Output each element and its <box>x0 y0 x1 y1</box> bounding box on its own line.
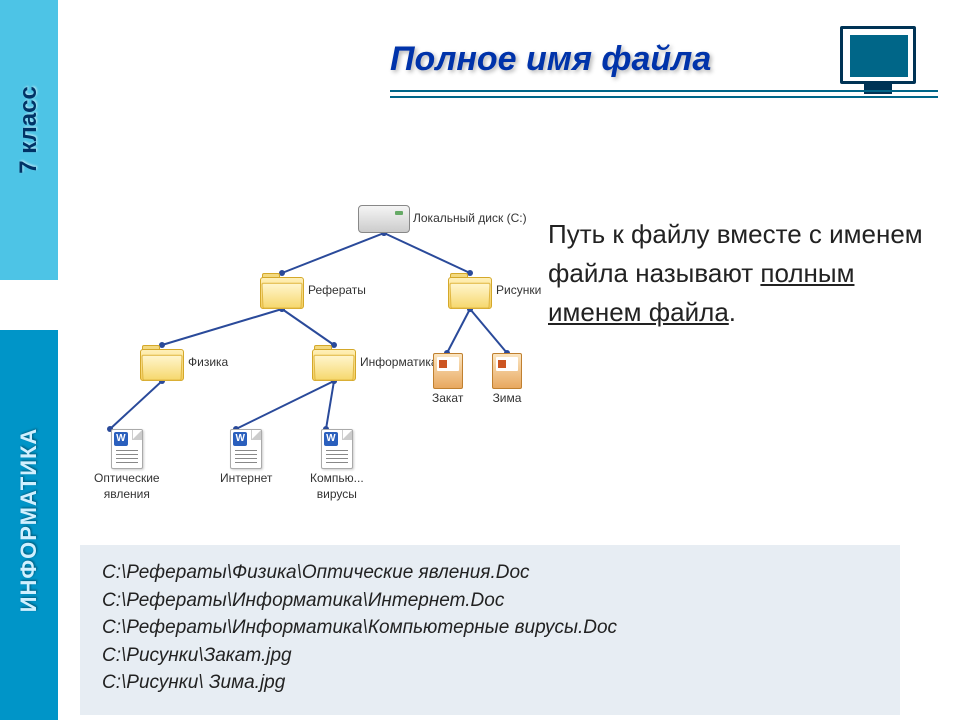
page-title: Полное имя файла <box>390 40 711 79</box>
image-icon <box>492 353 522 389</box>
path-line-3: C:\Рисунки\Закат.jpg <box>102 642 878 670</box>
tree-node-ris: Рисунки <box>448 273 492 309</box>
node-label: Рисунки <box>496 283 541 297</box>
sidebar: 7 класс ИНФОРМАТИКА <box>0 0 58 720</box>
title-underline-2 <box>390 96 938 98</box>
file-tree-diagram: Локальный диск (C:) Рефераты Рисунки Физика… <box>80 195 530 535</box>
doc-icon: W <box>321 429 353 469</box>
node-label: Рефераты <box>308 283 366 297</box>
explanation-text: Путь к файлу вместе с именем файла назыв… <box>548 215 938 332</box>
tree-node-disk: Локальный диск (C:) <box>358 205 410 233</box>
sidebar-label-grade: 7 класс <box>15 86 43 174</box>
tree-node-ref: Рефераты <box>260 273 304 309</box>
tree-node-inf: Информатика <box>312 345 356 381</box>
computer-icon <box>840 26 918 94</box>
path-line-2: C:\Рефераты\Информатика\Компьютерные вир… <box>102 614 878 642</box>
paths-list: C:\Рефераты\Физика\Оптические явления.Do… <box>80 545 900 715</box>
disk-icon: Локальный диск (C:) <box>358 205 410 233</box>
path-line-4: C:\Рисунки\ Зима.jpg <box>102 669 878 697</box>
explain-post: . <box>729 297 736 327</box>
doc-icon: W <box>230 429 262 469</box>
tree-node-int: W Интернет <box>220 429 272 485</box>
explain-pre: Путь к файлу вместе с именем файла назыв… <box>548 219 923 288</box>
sidebar-label-subject: ИНФОРМАТИКА <box>16 428 42 613</box>
folder-icon: Рефераты <box>260 273 304 309</box>
node-label: Физика <box>188 355 228 369</box>
node-label: Оптические <box>94 471 160 485</box>
tree-node-vir: W Компью... вирусы <box>310 429 364 501</box>
path-line-0: C:\Рефераты\Физика\Оптические явления.Do… <box>102 559 878 587</box>
doc-icon: W <box>111 429 143 469</box>
node-label-2: вирусы <box>310 487 364 501</box>
node-label: Интернет <box>220 471 272 485</box>
path-line-1: C:\Рефераты\Информатика\Интернет.Doc <box>102 587 878 615</box>
folder-icon: Информатика <box>312 345 356 381</box>
tree-node-fiz: Физика <box>140 345 184 381</box>
folder-icon: Рисунки <box>448 273 492 309</box>
node-label: Локальный диск (C:) <box>413 211 527 225</box>
node-label: Закат <box>432 391 463 405</box>
tree-node-zim: Зима <box>492 353 522 405</box>
node-label: Компью... <box>310 471 364 485</box>
image-icon <box>433 353 463 389</box>
node-label: Зима <box>492 391 522 405</box>
node-label: Информатика <box>360 355 438 369</box>
node-label-2: явления <box>94 487 160 501</box>
tree-node-zak: Закат <box>432 353 463 405</box>
tree-node-opt: W Оптические явления <box>94 429 160 501</box>
title-underline-1 <box>390 90 938 92</box>
folder-icon: Физика <box>140 345 184 381</box>
